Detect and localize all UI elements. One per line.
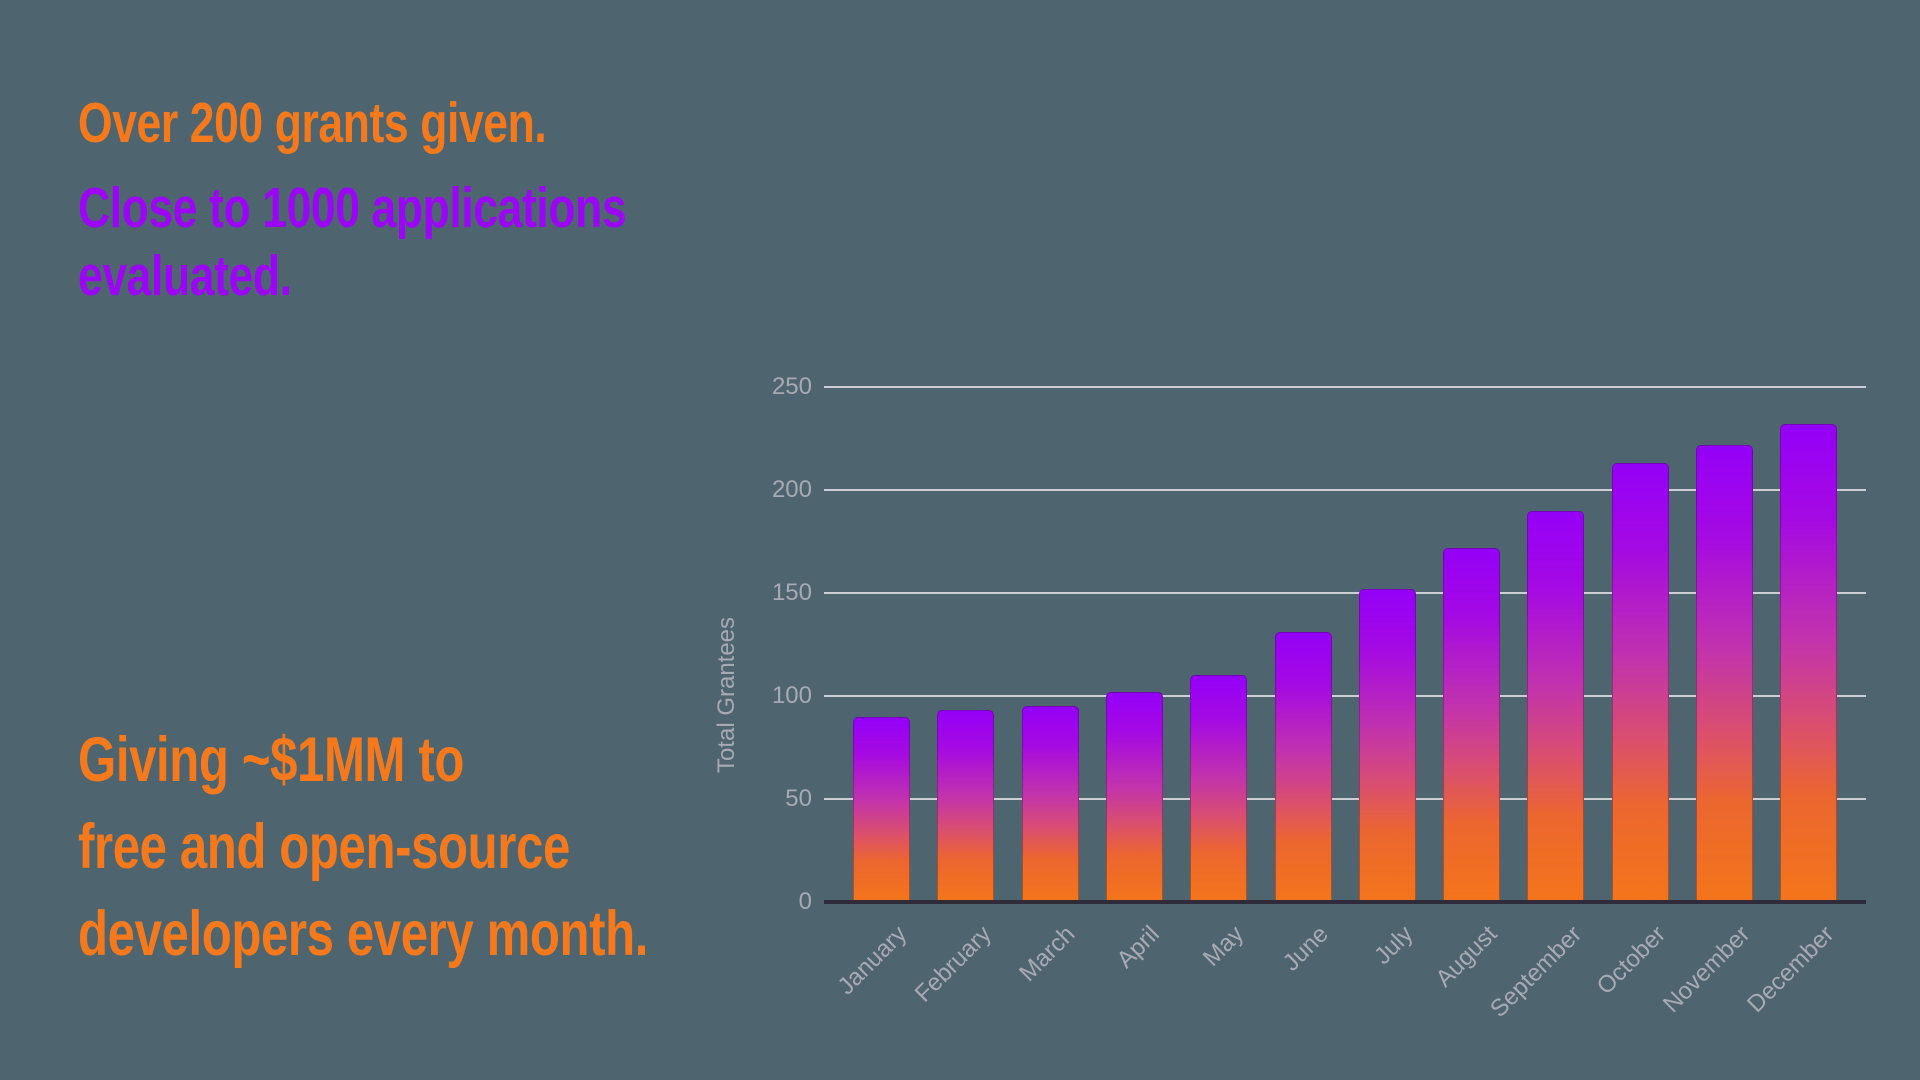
giving-headline-line2: free and open-source — [78, 812, 570, 882]
bar-august — [1443, 547, 1501, 902]
applications-headline-line2: evaluated. — [78, 244, 292, 308]
bar-april — [1105, 691, 1163, 902]
y-tick-label-50: 50 — [785, 785, 812, 812]
x-label-november: November — [1657, 920, 1756, 1018]
grantees-bar-chart: 0 50 100 150 200 250 January February March April… — [772, 375, 1866, 1023]
applications-headline: Close to 1000 applications evaluated. — [78, 174, 627, 310]
bar-march — [1021, 706, 1079, 902]
y-tick-label-0: 0 — [798, 888, 812, 915]
x-label-january: January — [832, 920, 913, 1001]
gridline-250 — [824, 386, 1866, 388]
x-label-august: August — [1430, 920, 1503, 993]
giving-headline: Giving ~$1MM to free and open-source dev… — [78, 717, 648, 978]
x-label-october: October — [1591, 920, 1671, 1001]
gridline-100 — [824, 695, 1866, 697]
y-tick-label-150: 150 — [771, 579, 812, 606]
x-axis-baseline — [824, 900, 1866, 904]
y-axis-title: Total Grantees — [713, 616, 740, 774]
bar-january — [853, 716, 910, 902]
giving-headline-line3: developers every month. — [78, 899, 649, 969]
x-label-april: April — [1112, 920, 1166, 974]
bar-october — [1611, 463, 1669, 902]
gridline-150 — [824, 592, 1866, 594]
bar-november — [1696, 444, 1753, 902]
y-tick-label-100: 100 — [771, 682, 812, 709]
x-label-december: December — [1742, 920, 1840, 1018]
bar-september — [1527, 510, 1585, 902]
applications-headline-line1: Close to 1000 applications — [78, 176, 627, 240]
bar-may — [1190, 675, 1248, 902]
giving-headline-line1: Giving ~$1MM to — [78, 725, 464, 795]
grants-headline: Over 200 grants given. — [78, 91, 547, 155]
x-label-july: July — [1368, 920, 1418, 970]
x-label-may: May — [1198, 920, 1250, 972]
gridline-200 — [824, 489, 1866, 491]
y-tick-label-250: 250 — [771, 373, 812, 400]
x-label-february: February — [909, 920, 997, 1008]
bar-june — [1274, 632, 1332, 902]
y-tick-label-200: 200 — [771, 476, 812, 503]
gridline-50 — [824, 798, 1866, 800]
bar-december — [1780, 424, 1838, 902]
bar-july — [1358, 588, 1416, 902]
x-label-march: March — [1014, 920, 1081, 987]
bar-february — [937, 710, 995, 902]
x-label-june: June — [1277, 920, 1334, 977]
